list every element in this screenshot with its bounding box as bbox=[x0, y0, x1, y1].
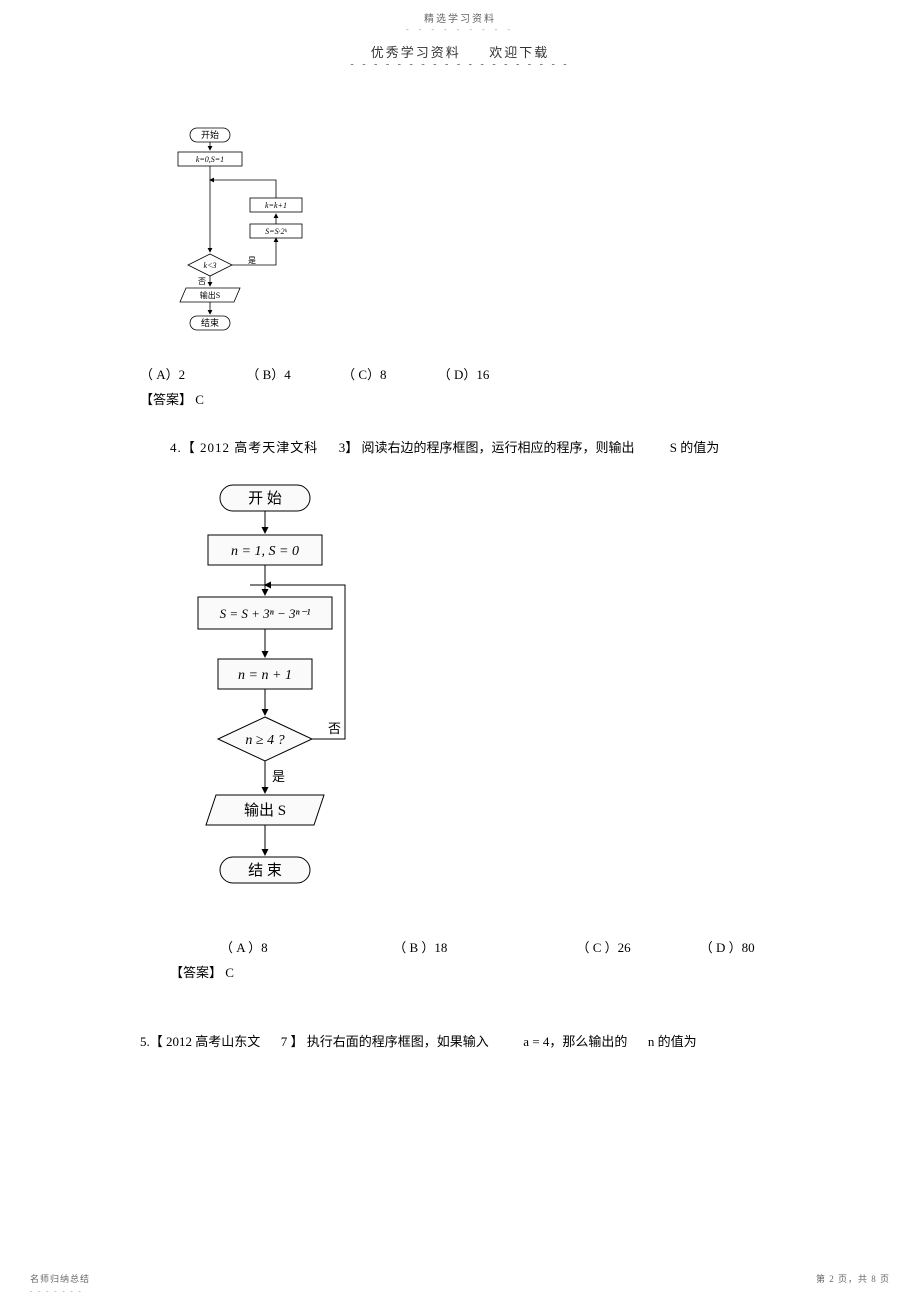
fc1-end: 结束 bbox=[201, 317, 219, 328]
q5-tail: n 的值为 bbox=[648, 1034, 697, 1049]
header-dots: - - - - - - - - - bbox=[0, 25, 920, 34]
fc1-kpp: k=k+1 bbox=[265, 201, 287, 210]
q4-tail: S 的值为 bbox=[670, 440, 719, 455]
q4-num: 3】 bbox=[339, 440, 359, 455]
fc2-out: 输出 S bbox=[244, 802, 286, 819]
q3-options: （ A）2 （ B）4 （ C）8 （ D）16 bbox=[140, 365, 800, 386]
q4-option-a: （ A ）8 bbox=[220, 938, 390, 959]
q4-options: （ A ）8 （ B ）18 （ C ）26 （ D ）80 bbox=[220, 938, 800, 959]
fc1-out: 输出S bbox=[200, 290, 220, 300]
footer-total: 8 bbox=[871, 1274, 877, 1284]
footer-right-suffix: 页 bbox=[880, 1274, 890, 1284]
q4-option-c: （ C ）26 bbox=[577, 938, 697, 959]
page-content: 开始 k=0,S=1 k=k+1 S=S·2ᵏ k<3 是 否 bbox=[0, 70, 920, 1052]
fc2-yes: 是 bbox=[272, 769, 285, 784]
q4-answer: 【答案】 C bbox=[170, 963, 800, 984]
q4-prefix: 4.【 2012 高考天津文科 bbox=[170, 440, 318, 455]
footer-left: 名师归纳总结 bbox=[30, 1272, 90, 1285]
q4-option-b: （ B ）18 bbox=[393, 938, 573, 959]
fc2-no: 否 bbox=[328, 721, 341, 736]
fc2-npp: n = n + 1 bbox=[238, 668, 292, 683]
q5-mid: a = 4，那么输出的 bbox=[523, 1034, 627, 1049]
q5-body1: 执行右面的程序框图，如果输入 bbox=[307, 1034, 489, 1049]
q4-body: 阅读右边的程序框图，运行相应的程序，则输出 bbox=[362, 440, 635, 455]
footer-page: 2 bbox=[829, 1274, 835, 1284]
flowchart-q3: 开始 k=0,S=1 k=k+1 S=S·2ᵏ k<3 是 否 bbox=[140, 120, 800, 357]
fc2-start: 开 始 bbox=[248, 490, 282, 507]
q5-text: 5.【 2012 高考山东文 7 】 执行右面的程序框图，如果输入 a = 4，… bbox=[140, 1032, 800, 1053]
q3-option-d: （ D）16 bbox=[438, 365, 490, 386]
fc1-no: 否 bbox=[198, 277, 206, 286]
fc1-mul: S=S·2ᵏ bbox=[265, 227, 287, 236]
fc1-cond: k<3 bbox=[204, 261, 217, 270]
q3-option-b: （ B）4 bbox=[246, 365, 290, 386]
fc2-cond: n ≥ 4 ? bbox=[245, 733, 284, 748]
footer-right-prefix: 第 bbox=[816, 1274, 826, 1284]
footer-dots: - - - - - - - bbox=[30, 1287, 83, 1295]
footer-right: 第 2 页，共 8 页 bbox=[816, 1272, 890, 1285]
q5-prefix: 5.【 2012 高考山东文 bbox=[140, 1034, 260, 1049]
q5-num: 7 】 bbox=[281, 1034, 304, 1049]
fc1-init: k=0,S=1 bbox=[196, 155, 224, 164]
header-top: 精选学习资料 bbox=[0, 0, 920, 25]
header-sub-left: 优秀学习资料 bbox=[371, 45, 461, 60]
q3-option-a: （ A）2 bbox=[140, 365, 185, 386]
q4-option-d: （ D ）80 bbox=[700, 938, 755, 959]
q3-option-c: （ C）8 bbox=[342, 365, 386, 386]
header-underline: - - - - - - - - - - - - - - - - - - - bbox=[0, 59, 920, 70]
header-sub-right: 欢迎下载 bbox=[489, 45, 549, 60]
q4-text: 4.【 2012 高考天津文科 3】 阅读右边的程序框图，运行相应的程序，则输出… bbox=[170, 438, 800, 459]
footer-right-mid: 页，共 bbox=[838, 1274, 868, 1284]
fc1-start: 开始 bbox=[201, 129, 219, 140]
q3-answer: 【答案】 C bbox=[140, 390, 800, 411]
fc1-yes: 是 bbox=[248, 256, 256, 265]
flowchart-q4: 开 始 n = 1, S = 0 S = S + 3ⁿ − 3ⁿ⁻¹ n = n… bbox=[180, 477, 800, 924]
fc2-init: n = 1, S = 0 bbox=[231, 544, 299, 559]
fc2-calc: S = S + 3ⁿ − 3ⁿ⁻¹ bbox=[220, 606, 311, 621]
fc2-end: 结 束 bbox=[248, 862, 282, 879]
